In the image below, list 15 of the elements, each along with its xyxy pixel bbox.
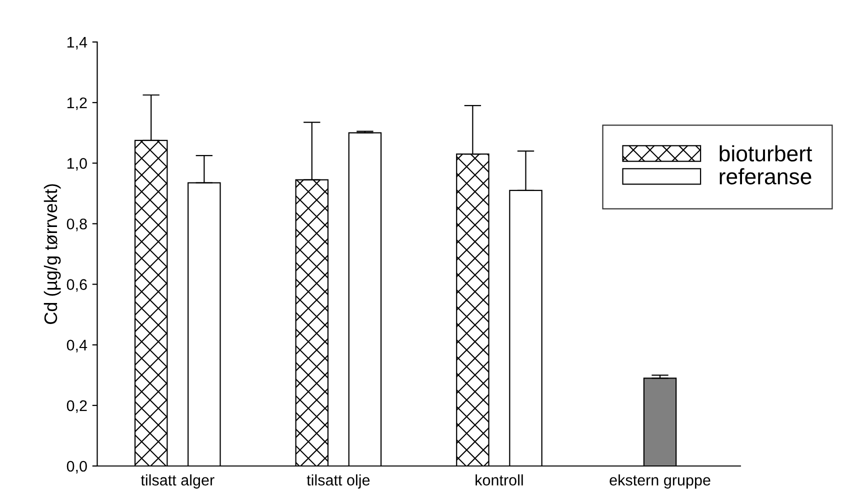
x-tick-label: kontroll [476,474,523,486]
y-tick-label: 0,8 [66,218,87,232]
y-tick-label: 1,2 [67,97,87,110]
y-tick-label: 1,4 [67,37,88,50]
y-tick-label: 0,0 [66,460,87,474]
y-axis-title: Cd (µg/g tørrvekt) [44,184,61,324]
y-tick-label: 0,2 [66,400,87,413]
x-tick-label: tilsatt olje [306,474,370,489]
y-tick-label: 1,0 [67,158,87,171]
x-tick-label: ekstern gruppe [610,474,710,489]
legend-label: bioturbert [720,145,812,162]
x-tick-label: tilsatt alger [140,474,214,489]
y-tick-label: 0,4 [66,340,88,352]
legend-label: referanse [720,168,812,184]
y-tick-label: 0,6 [66,279,87,292]
